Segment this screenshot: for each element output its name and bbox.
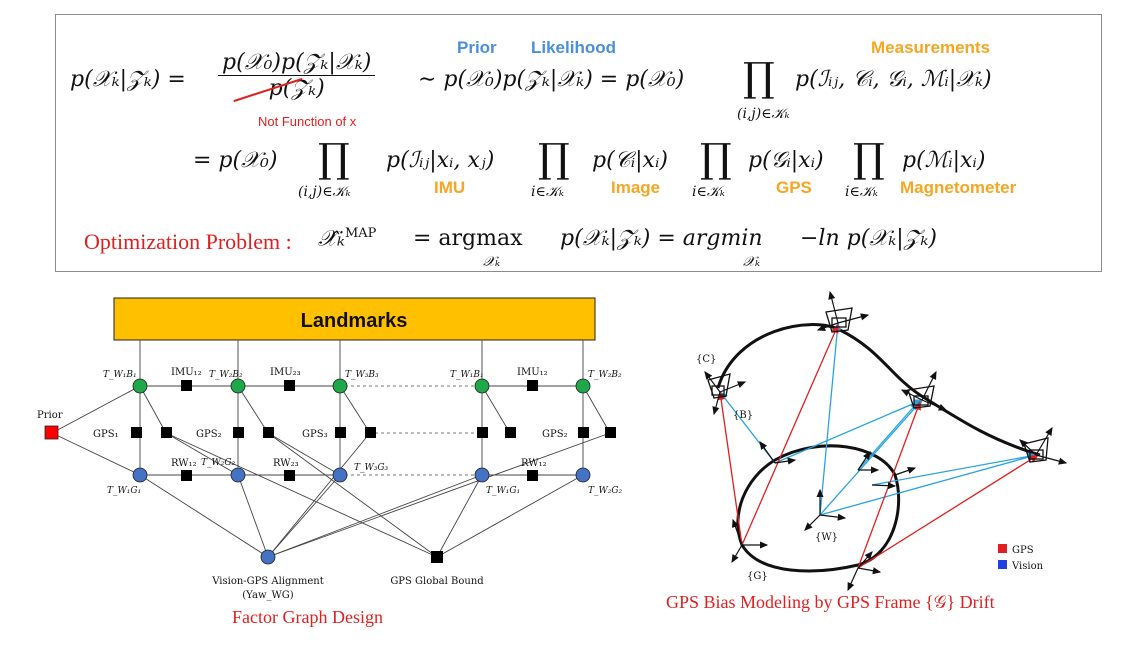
- argmax: = argmax: [413, 226, 523, 251]
- fraction-numerator: p(𝒳₀)p(𝒵ₖ|𝒳ₖ): [218, 50, 376, 76]
- line1-middle: ∼ p(𝒳₀)p(𝒵ₖ|𝒳ₖ) = p(𝒳₀): [418, 67, 685, 92]
- rw12-label: RW₁₂: [171, 458, 197, 469]
- imu12-label-2: IMU₁₂: [517, 367, 548, 378]
- product-symbol-4: ∏: [700, 136, 732, 182]
- legend-vision-swatch: [998, 560, 1007, 569]
- product-symbol-1: ∏: [743, 55, 775, 101]
- prior-factor: [44, 425, 59, 440]
- dashed-continuations: [345, 385, 478, 476]
- posterior-lhs: p(𝒳ₖ|𝒵ₖ) =: [70, 67, 186, 92]
- gps-annotation: GPS: [776, 178, 812, 197]
- likelihood-annotation: Likelihood: [531, 38, 616, 57]
- equation-box: [55, 14, 1102, 272]
- gps-trajectory: [736, 444, 901, 573]
- graph-edges: [51, 385, 611, 558]
- bias-diagram-caption: GPS Bias Modeling by GPS Frame {𝒢} Drift: [666, 592, 995, 612]
- twb3-label: T_W₃B₃: [345, 370, 379, 380]
- argmin: p(𝒳ₖ|𝒵ₖ) = argmin: [560, 226, 763, 251]
- frame-w-label: {W}: [815, 532, 838, 543]
- argmax-subscript: 𝒳ₖ: [483, 254, 501, 270]
- camera-icons: [707, 307, 1049, 463]
- imu12-label: IMU₁₂: [171, 367, 202, 378]
- prior-annotation: Prior: [457, 38, 497, 57]
- image-annotation: Image: [611, 178, 661, 197]
- imu23-label: IMU₂₃: [270, 367, 301, 378]
- twb2-label: T_W₂B₂: [209, 370, 243, 380]
- prior-label: Prior: [37, 410, 63, 421]
- pose-nodes: [132, 378, 591, 565]
- gps1-label: GPS₁: [93, 429, 119, 440]
- factor-graph: Landmarks: [37, 297, 623, 601]
- twb1-label: T_W₁B₁: [103, 370, 137, 380]
- map-estimate: 𝒳̂ₖMAP: [318, 226, 376, 251]
- line1-rhs: p(ℐᵢⱼ, 𝒞ᵢ, 𝒢ᵢ, ℳᵢ|𝒳ₖ): [795, 67, 992, 92]
- twg3-label: T_W₃G₃: [354, 463, 389, 473]
- frame-b-label: {B}: [733, 410, 753, 421]
- frame-g-label: {G}: [747, 571, 768, 582]
- global-bound-label: GPS Global Bound: [390, 576, 484, 587]
- magnetometer-term: p(ℳᵢ|xᵢ): [902, 148, 986, 173]
- magnetometer-annotation: Magnetometer: [900, 178, 1017, 197]
- twg2-label-2: T_W₂G₂: [588, 486, 623, 496]
- neg-log-term: −ln p(𝒳ₖ|𝒵ₖ): [800, 226, 938, 251]
- rw23-label: RW₂₃: [273, 458, 299, 469]
- image-term: p(𝒞ᵢ|xᵢ): [592, 148, 668, 173]
- argmin-subscript: 𝒳ₖ: [743, 254, 761, 270]
- landmarks-label: Landmarks: [301, 310, 408, 332]
- fraction-denominator: p(𝒵ₖ): [218, 76, 375, 103]
- product-subscript-2: (i,j)∈𝒦ₖ: [298, 184, 351, 200]
- twg1-label-2: T_W₁G₁: [486, 486, 520, 496]
- gps3-label: GPS₃: [302, 429, 328, 440]
- not-function-note: Not Function of x: [258, 114, 357, 129]
- twg1-label: T_W₁G₁: [107, 486, 141, 496]
- landmarks-bar: [113, 297, 596, 341]
- gps-bias-diagram: {C} {B} {W} {G} GPS Vision: [696, 290, 1068, 592]
- product-symbol-2: ∏: [318, 136, 350, 182]
- vision-trajectory: [716, 323, 1041, 457]
- line2-start: = p(𝒳₀): [193, 148, 278, 173]
- alignment-label: Vision-GPS Alignment: [211, 576, 323, 587]
- landmark-links: [139, 340, 584, 383]
- map-symbol: 𝒳̂ₖ: [318, 226, 345, 252]
- product-subscript-1: (i,j)∈𝒦ₖ: [737, 106, 790, 122]
- vision-rays: [719, 321, 1038, 516]
- alignment-sublabel: (Yaw_WG): [242, 590, 294, 601]
- product-symbol-3: ∏: [538, 136, 570, 182]
- imu-term: p(ℐᵢⱼ|xᵢ, xⱼ): [386, 148, 495, 173]
- optimization-problem-label: Optimization Problem :: [84, 229, 292, 254]
- legend-gps-label: GPS: [1012, 545, 1034, 556]
- imu-annotation: IMU: [434, 178, 466, 197]
- product-symbol-5: ∏: [853, 136, 885, 182]
- product-subscript-3: i∈𝒦ₖ: [531, 184, 564, 200]
- factor-graph-caption: Factor Graph Design: [232, 607, 383, 627]
- argmax-text: = argmax: [413, 226, 523, 251]
- legend-gps-swatch: [998, 544, 1007, 553]
- frame-c-label: {C}: [696, 354, 716, 365]
- product-subscript-4: i∈𝒦ₖ: [692, 184, 725, 200]
- legend-vision-label: Vision: [1011, 561, 1044, 572]
- product-subscript-5: i∈𝒦ₖ: [845, 184, 878, 200]
- map-superscript: MAP: [344, 226, 377, 241]
- factor-squares: [131, 380, 616, 563]
- gps2-label-2: GPS₂: [542, 429, 568, 440]
- twb1-label-2: T_W₁B₁: [450, 370, 484, 380]
- gps2-label: GPS₂: [196, 429, 222, 440]
- twg2-label: T_W₂G₂: [201, 458, 236, 468]
- bayes-fraction: p(𝒳₀)p(𝒵ₖ|𝒳ₖ) p(𝒵ₖ): [218, 50, 376, 103]
- twb2-label-2: T_W₂B₂: [588, 370, 622, 380]
- gps-term: p(𝒢ᵢ|xᵢ): [748, 148, 824, 173]
- rw12-label-2: RW₁₂: [521, 458, 547, 469]
- measurements-annotation: Measurements: [871, 38, 991, 57]
